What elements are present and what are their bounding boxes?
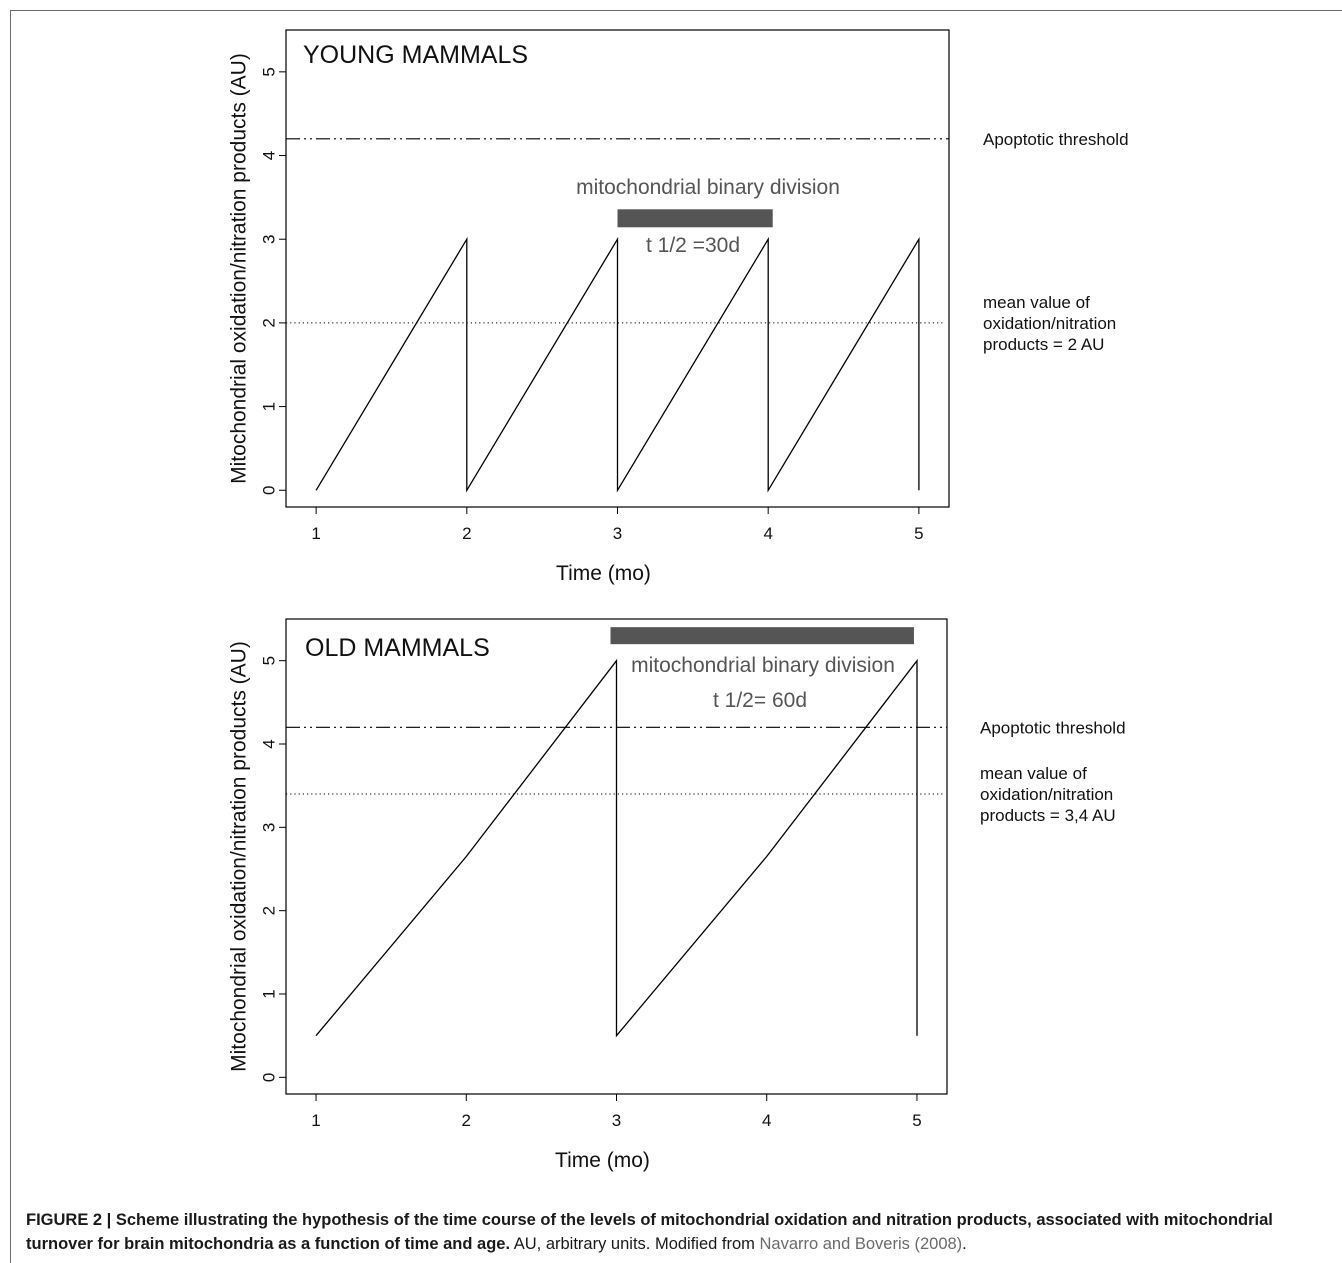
y-tick-label: 4 [259,739,278,748]
division-bar [610,627,914,645]
x-tick-label: 3 [612,1111,621,1130]
caption-reference-link[interactable]: Navarro and Boveris (2008) [759,1235,963,1253]
y-tick-label: 0 [259,486,278,495]
y-tick-label: 5 [259,656,278,665]
halflife-label: t 1/2= 60d [713,689,807,712]
figure-charts: 1 2 3 4 5 0 1 2 3 4 5 Time (mo) Mitochondrial oxidat… [228,29,1129,1172]
y-tick-label: 2 [259,906,278,915]
figure-frame [10,10,1342,1263]
y-tick-label: 2 [259,318,278,327]
x-tick-label: 4 [762,1111,771,1130]
mean-value-label: products = 2 AU [983,335,1104,354]
y-axis-label: Mitochondrial oxidation/nitration produc… [228,641,251,1072]
x-tick-label: 5 [912,1111,921,1130]
chart-panel-1: 1 2 3 4 5 0 1 2 3 4 5 Time (mo) Mitochondrial oxidat… [228,29,1129,585]
panel-label: YOUNG MAMMALS [303,41,528,69]
x-tick-label: 1 [311,1111,320,1130]
y-tick-label: 3 [259,823,278,832]
halflife-label: t 1/2 =30d [646,234,740,257]
y-axis-label: Mitochondrial oxidation/nitration produc… [228,53,251,484]
x-axis-label: Time (mo) [555,1149,650,1172]
x-tick-label: 1 [311,524,320,543]
caption-bold: FIGURE 2 | Scheme illustrating the hypot… [26,1211,1273,1253]
figure-caption: FIGURE 2 | Scheme illustrating the hypot… [26,1208,1326,1256]
x-tick-label: 2 [462,1111,471,1130]
y-tick-label: 1 [259,402,278,411]
division-label: mitochondrial binary division [576,176,840,199]
caption-end: . [962,1235,967,1253]
x-tick-label: 2 [462,524,471,543]
y-tick-label: 4 [259,151,278,160]
x-tick-label: 5 [914,524,923,543]
division-label: mitochondrial binary division [631,654,895,677]
apoptotic-threshold-label: Apoptotic threshold [983,130,1129,149]
apoptotic-threshold-label: Apoptotic threshold [980,718,1126,737]
y-tick-label: 5 [259,67,278,76]
y-tick-label: 0 [259,1073,278,1082]
sawtooth-series [315,236,920,493]
mean-value-label: products = 3,4 AU [980,806,1116,825]
sawtooth-series [315,658,918,1038]
chart-panel-2: 1 2 3 4 5 0 1 2 3 4 5 Time (mo) Mitochondrial oxidat… [228,618,1126,1172]
y-tick-label: 1 [259,989,278,998]
mean-value-label: mean value of [980,764,1087,783]
x-axis-label: Time (mo) [556,562,651,585]
x-tick-label: 3 [613,524,622,543]
mean-value-label: oxidation/nitration [983,314,1116,333]
panel-label: OLD MAMMALS [305,634,490,662]
mean-value-label: oxidation/nitration [980,785,1113,804]
y-tick-label: 3 [259,234,278,243]
division-bar [617,209,773,228]
caption-text: AU, arbitrary units. Modified from [510,1235,760,1253]
mean-value-label: mean value of [983,293,1090,312]
x-tick-label: 4 [763,524,772,543]
